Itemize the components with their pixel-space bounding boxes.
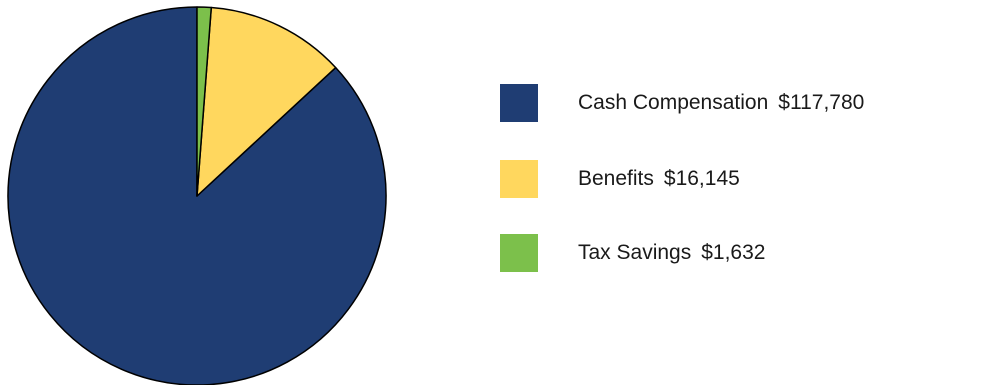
legend-value-benefits: $16,145: [663, 167, 740, 190]
pie-chart-svg: [7, 6, 387, 385]
legend-label-cash-compensation: Cash Compensation: [578, 91, 769, 114]
legend-label-benefits: Benefits: [578, 167, 654, 190]
legend-value-cash-compensation: $117,780: [778, 91, 865, 114]
legend-swatch-tax-savings: [500, 234, 538, 272]
pie-slice-benefits: [196, 6, 337, 197]
legend-swatch-benefits: [500, 160, 538, 198]
legend-value-tax-savings: $1,632: [701, 241, 766, 264]
legend-swatch-cash-compensation: [500, 84, 538, 122]
pie-slice-tax-savings: [196, 6, 213, 197]
legend-label-tax-savings: Tax Savings: [578, 241, 692, 264]
